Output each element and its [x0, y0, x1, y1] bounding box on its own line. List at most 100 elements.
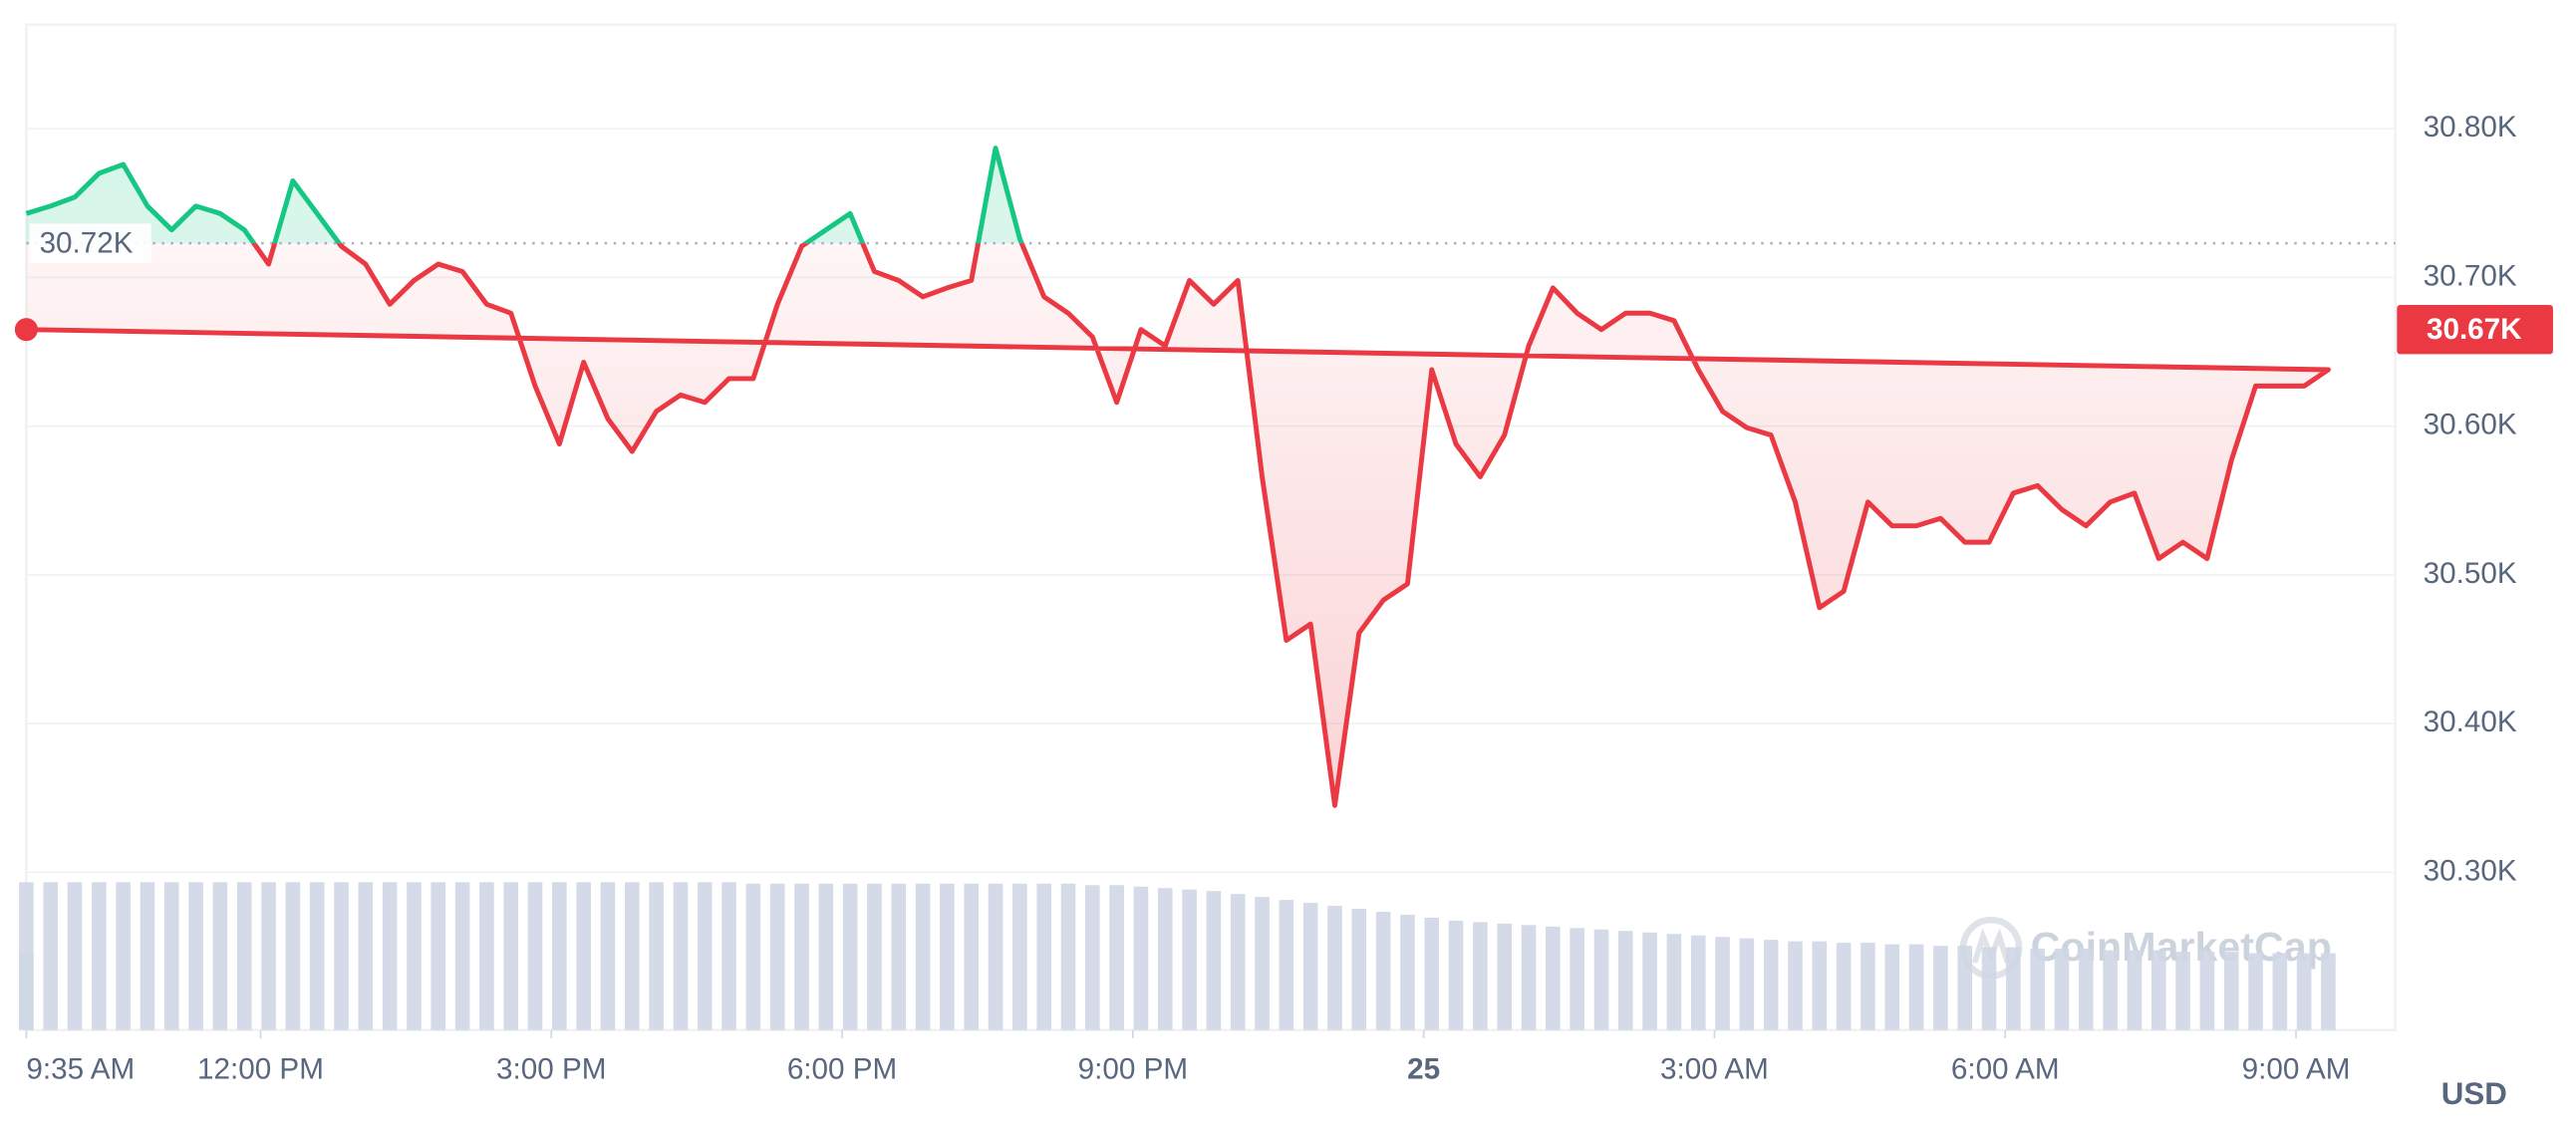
volume-bar [867, 883, 882, 1030]
volume-bar [2321, 953, 2336, 1030]
volume-bar [382, 882, 398, 1030]
x-tick-label: 3:00 PM [496, 1053, 606, 1086]
volume-bar [2223, 952, 2239, 1030]
volume-bar [1546, 926, 1561, 1030]
volume-bar [2103, 950, 2118, 1030]
volume-bar [1908, 944, 1924, 1030]
volume-bar [479, 882, 494, 1030]
volume-bar [430, 882, 446, 1030]
volume-bar [1375, 911, 1391, 1030]
volume-bar [1230, 894, 1246, 1030]
volume-bar [1715, 937, 1730, 1030]
volume-bar [261, 882, 276, 1030]
volume-bar [1788, 941, 1803, 1030]
volume-bar [1036, 883, 1051, 1030]
volume-bar [1666, 934, 1682, 1030]
volume-bar [454, 882, 470, 1030]
volume-bar [285, 882, 301, 1030]
volume-bar [1182, 889, 1197, 1030]
volume-bar [116, 882, 131, 1030]
volume-bar [1739, 938, 1755, 1030]
volume-bar [891, 883, 907, 1030]
volume-bar [1763, 940, 1779, 1030]
volume-bar [1617, 931, 1633, 1030]
volume-bar [140, 882, 155, 1030]
volume-bar [1884, 944, 1900, 1030]
volume-bar [649, 882, 664, 1030]
volume-bar [915, 883, 931, 1030]
volume-bar [212, 882, 228, 1030]
volume-bar [407, 882, 422, 1030]
volume-bar [67, 882, 83, 1030]
volume-bar [1642, 932, 1657, 1030]
volume-bar [940, 883, 955, 1030]
volume-bar [309, 882, 325, 1030]
volume-bar [1424, 917, 1440, 1030]
y-tick-label: 30.70K [2424, 259, 2517, 292]
volume-bar [1085, 885, 1100, 1030]
baseline-label-bg [29, 223, 151, 263]
volume-bar [1255, 897, 1270, 1030]
x-tick-label: 9:00 AM [2242, 1053, 2351, 1086]
volume-bar [1327, 906, 1342, 1030]
volume-bar [1157, 888, 1173, 1030]
last-point [14, 318, 38, 342]
x-tick-label: 6:00 AM [1951, 1053, 2060, 1086]
volume-bar [2079, 949, 2094, 1030]
volume-bar [988, 883, 1003, 1030]
volume-bar [1521, 925, 1537, 1030]
volume-bar [2006, 947, 2021, 1030]
volume-bar [964, 883, 980, 1030]
volume-bar [1206, 891, 1222, 1030]
volume-bar [1351, 909, 1367, 1030]
volume-bar [1981, 947, 1997, 1030]
volume-bar [2054, 949, 2070, 1030]
x-tick-label: 25 [1407, 1053, 1440, 1086]
volume-bar [163, 882, 179, 1030]
x-tick-label: 12:00 PM [197, 1053, 324, 1086]
volume-bar [1570, 928, 1584, 1030]
volume-bar [2030, 949, 2045, 1030]
volume-bar [552, 882, 567, 1030]
price-line-below [26, 243, 2331, 808]
last-price-label: 30.67K [2427, 313, 2522, 346]
x-tick-label: 3:00 AM [1660, 1053, 1769, 1086]
y-tick-label: 30.40K [2424, 706, 2517, 738]
volume-bar [1302, 903, 1318, 1030]
volume-bar [236, 882, 252, 1030]
x-tick-label: 9:00 PM [1078, 1053, 1188, 1086]
volume-bar [1933, 946, 1948, 1030]
volume-bar [1957, 946, 1973, 1030]
volume-bar [92, 882, 107, 1030]
baseline-label: 30.72K [40, 227, 134, 260]
volume-bar [576, 882, 591, 1030]
volume-bar [334, 882, 349, 1030]
volume-bar [527, 882, 543, 1030]
volume-bar [1690, 935, 1706, 1030]
currency-label: USD [2441, 1076, 2507, 1111]
volume-bar [794, 883, 809, 1030]
volume-bar [625, 882, 640, 1030]
volume-bar [2127, 950, 2143, 1030]
volume-bar [1497, 923, 1512, 1030]
volume-bar [721, 882, 736, 1030]
volume-bar [188, 882, 203, 1030]
volume-bar [2150, 950, 2166, 1030]
y-tick-label: 30.60K [2424, 409, 2517, 441]
volume-bar [1860, 943, 1875, 1030]
volume-bar [2272, 953, 2288, 1030]
volume-bar [600, 882, 616, 1030]
y-tick-label: 30.80K [2424, 111, 2517, 143]
volume-bar [1060, 883, 1076, 1030]
volume-bar [19, 953, 34, 1030]
volume-bar [842, 883, 858, 1030]
volume-bar [43, 882, 58, 1030]
y-tick-label: 30.30K [2424, 854, 2517, 887]
area-below [26, 243, 2329, 806]
last-price-tag [2397, 304, 2553, 355]
volume-bar [1593, 929, 1609, 1030]
plot-border [25, 23, 2397, 1031]
volume-bar [358, 882, 374, 1030]
